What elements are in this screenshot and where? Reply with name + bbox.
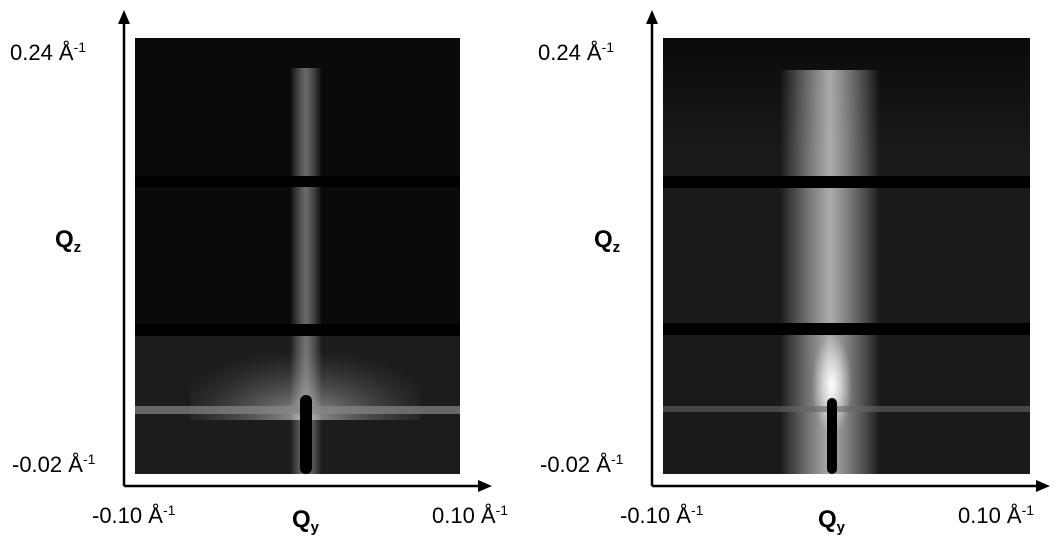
label-part: -0.02 Å: [540, 452, 611, 477]
y-bottom-label: -0.02 Å-1: [540, 452, 623, 476]
x-axis-label: Qy: [818, 506, 846, 536]
label-part: -1: [690, 502, 704, 518]
scattering-image-left: [135, 38, 460, 474]
label-part: -1: [82, 451, 96, 467]
label-part: z: [612, 239, 621, 256]
label-part: y: [836, 519, 846, 536]
label-part: -1: [495, 502, 509, 518]
y-axis-label: Qz: [55, 226, 82, 256]
label-part: Q: [594, 226, 613, 253]
label-part: z: [73, 239, 82, 256]
label-part: -1: [1021, 502, 1035, 518]
label-part: -0.10 Å: [620, 503, 691, 528]
label-part: y: [310, 519, 320, 536]
x-right-label: 0.10 Å-1: [958, 503, 1034, 527]
scattering-image-right: [663, 38, 1030, 474]
label-part: -0.10 Å: [92, 503, 163, 528]
label-part: 0.24 Å: [538, 40, 602, 65]
y-axis-label: Qz: [594, 226, 621, 256]
label-part: -1: [162, 502, 176, 518]
label-part: -1: [610, 451, 624, 467]
y-top-label: 0.24 Å-1: [10, 40, 86, 64]
y-top-label: 0.24 Å-1: [538, 40, 614, 64]
label-part: Q: [55, 226, 74, 253]
x-left-label: -0.10 Å-1: [620, 503, 703, 527]
y-bottom-label: -0.02 Å-1: [12, 452, 95, 476]
label-part: -1: [73, 39, 87, 55]
label-part: -0.02 Å: [12, 452, 83, 477]
label-part: 0.10 Å: [958, 503, 1022, 528]
x-right-label: 0.10 Å-1: [432, 503, 508, 527]
label-part: 0.24 Å: [10, 40, 74, 65]
label-part: 0.10 Å: [432, 503, 496, 528]
axes: [118, 10, 1050, 492]
x-left-label: -0.10 Å-1: [92, 503, 175, 527]
label-part: Q: [818, 506, 837, 533]
x-axis-label: Qy: [292, 506, 320, 536]
label-part: -1: [601, 39, 615, 55]
label-part: Q: [292, 506, 311, 533]
